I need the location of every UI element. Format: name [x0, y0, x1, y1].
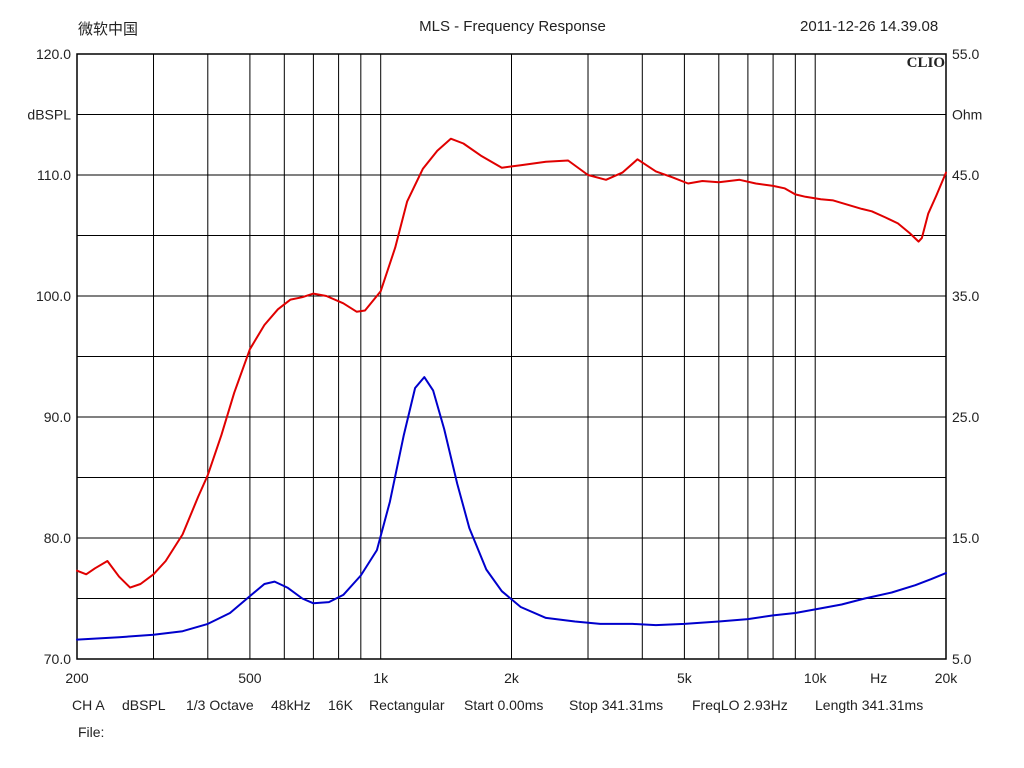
series-line-0	[76, 137, 947, 589]
footer-smoothing: 1/3 Octave	[186, 697, 254, 713]
series-line-1	[76, 376, 947, 641]
y-tick-left: 100.0	[36, 288, 71, 304]
footer-size: 16K	[328, 697, 353, 713]
x-tick-label: 2k	[504, 670, 520, 686]
x-tick-label: 10k	[804, 670, 828, 686]
y-axis-label-left: dBSPL	[27, 107, 71, 123]
y-tick-left: 80.0	[44, 530, 71, 546]
y-tick-right: 15.0	[952, 530, 979, 546]
x-tick-label: Hz	[870, 670, 887, 686]
footer-sample-rate: 48kHz	[271, 697, 311, 713]
y-tick-left: 110.0	[37, 167, 71, 183]
plot-frame	[76, 53, 947, 660]
x-tick-label: 5k	[677, 670, 693, 686]
y-tick-left: 120.0	[36, 46, 71, 62]
x-tick-label: 500	[238, 670, 262, 686]
footer-start: Start 0.00ms	[464, 697, 544, 713]
y-tick-right: 45.0	[952, 167, 979, 183]
x-tick-label: 20k	[935, 670, 959, 686]
y-tick-left: 90.0	[44, 409, 71, 425]
footer-freq-lo: FreqLO 2.93Hz	[692, 697, 788, 713]
timestamp: 2011-12-26 14.39.08	[800, 18, 939, 35]
footer-channel: CH A	[72, 697, 105, 713]
footer-length: Length 341.31ms	[815, 697, 924, 713]
footer-unit: dBSPL	[122, 697, 166, 713]
labels-layer: 70.0 80.0 90.0 100.0 110.0 120.0 5.0 15.0 25.0 35…	[27, 46, 982, 686]
chart-title: MLS - Frequency Response	[419, 18, 606, 35]
y-tick-right: 55.0	[952, 46, 979, 62]
y-tick-left: 70.0	[44, 651, 71, 667]
y-tick-right: 35.0	[952, 288, 979, 304]
series-layer	[76, 137, 947, 641]
x-tick-label: 200	[65, 670, 89, 686]
y-tick-right: 5.0	[952, 651, 972, 667]
y-axis-label-right: Ohm	[952, 107, 982, 123]
footer-stop: Stop 341.31ms	[569, 697, 664, 713]
y-tick-right: 25.0	[952, 409, 979, 425]
footer-window: Rectangular	[369, 697, 445, 713]
app-name: 微软中国	[78, 21, 139, 38]
footer-file-label: File:	[78, 724, 105, 740]
grid-layer	[76, 53, 947, 660]
x-tick-label: 1k	[373, 670, 389, 686]
clio-logo: CLIO	[907, 55, 945, 71]
